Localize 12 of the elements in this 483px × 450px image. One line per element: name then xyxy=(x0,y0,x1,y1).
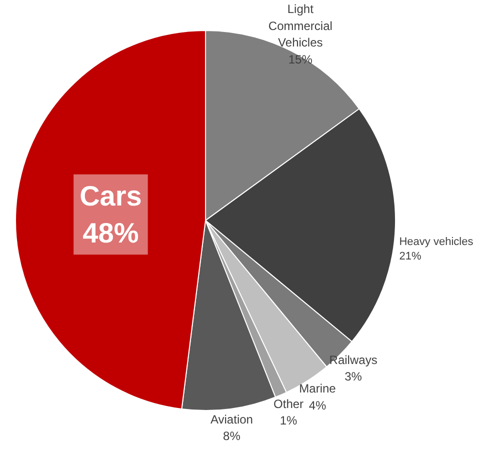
slice-label: Other xyxy=(274,396,304,411)
data-label: 4% xyxy=(308,398,327,412)
slice-label: Light Commercial Vehicles xyxy=(268,2,332,50)
data-label: 48% xyxy=(82,218,139,249)
slice-label: Cars xyxy=(80,180,142,212)
data-label: 8% xyxy=(223,429,241,444)
data-label: 21% xyxy=(399,250,422,263)
data-label: 3% xyxy=(344,370,362,384)
slice-label: Aviation xyxy=(210,412,253,426)
data-label: 1% xyxy=(280,414,298,428)
slice-label: Heavy vehicles xyxy=(399,236,474,248)
slice-label: Marine xyxy=(299,381,336,396)
